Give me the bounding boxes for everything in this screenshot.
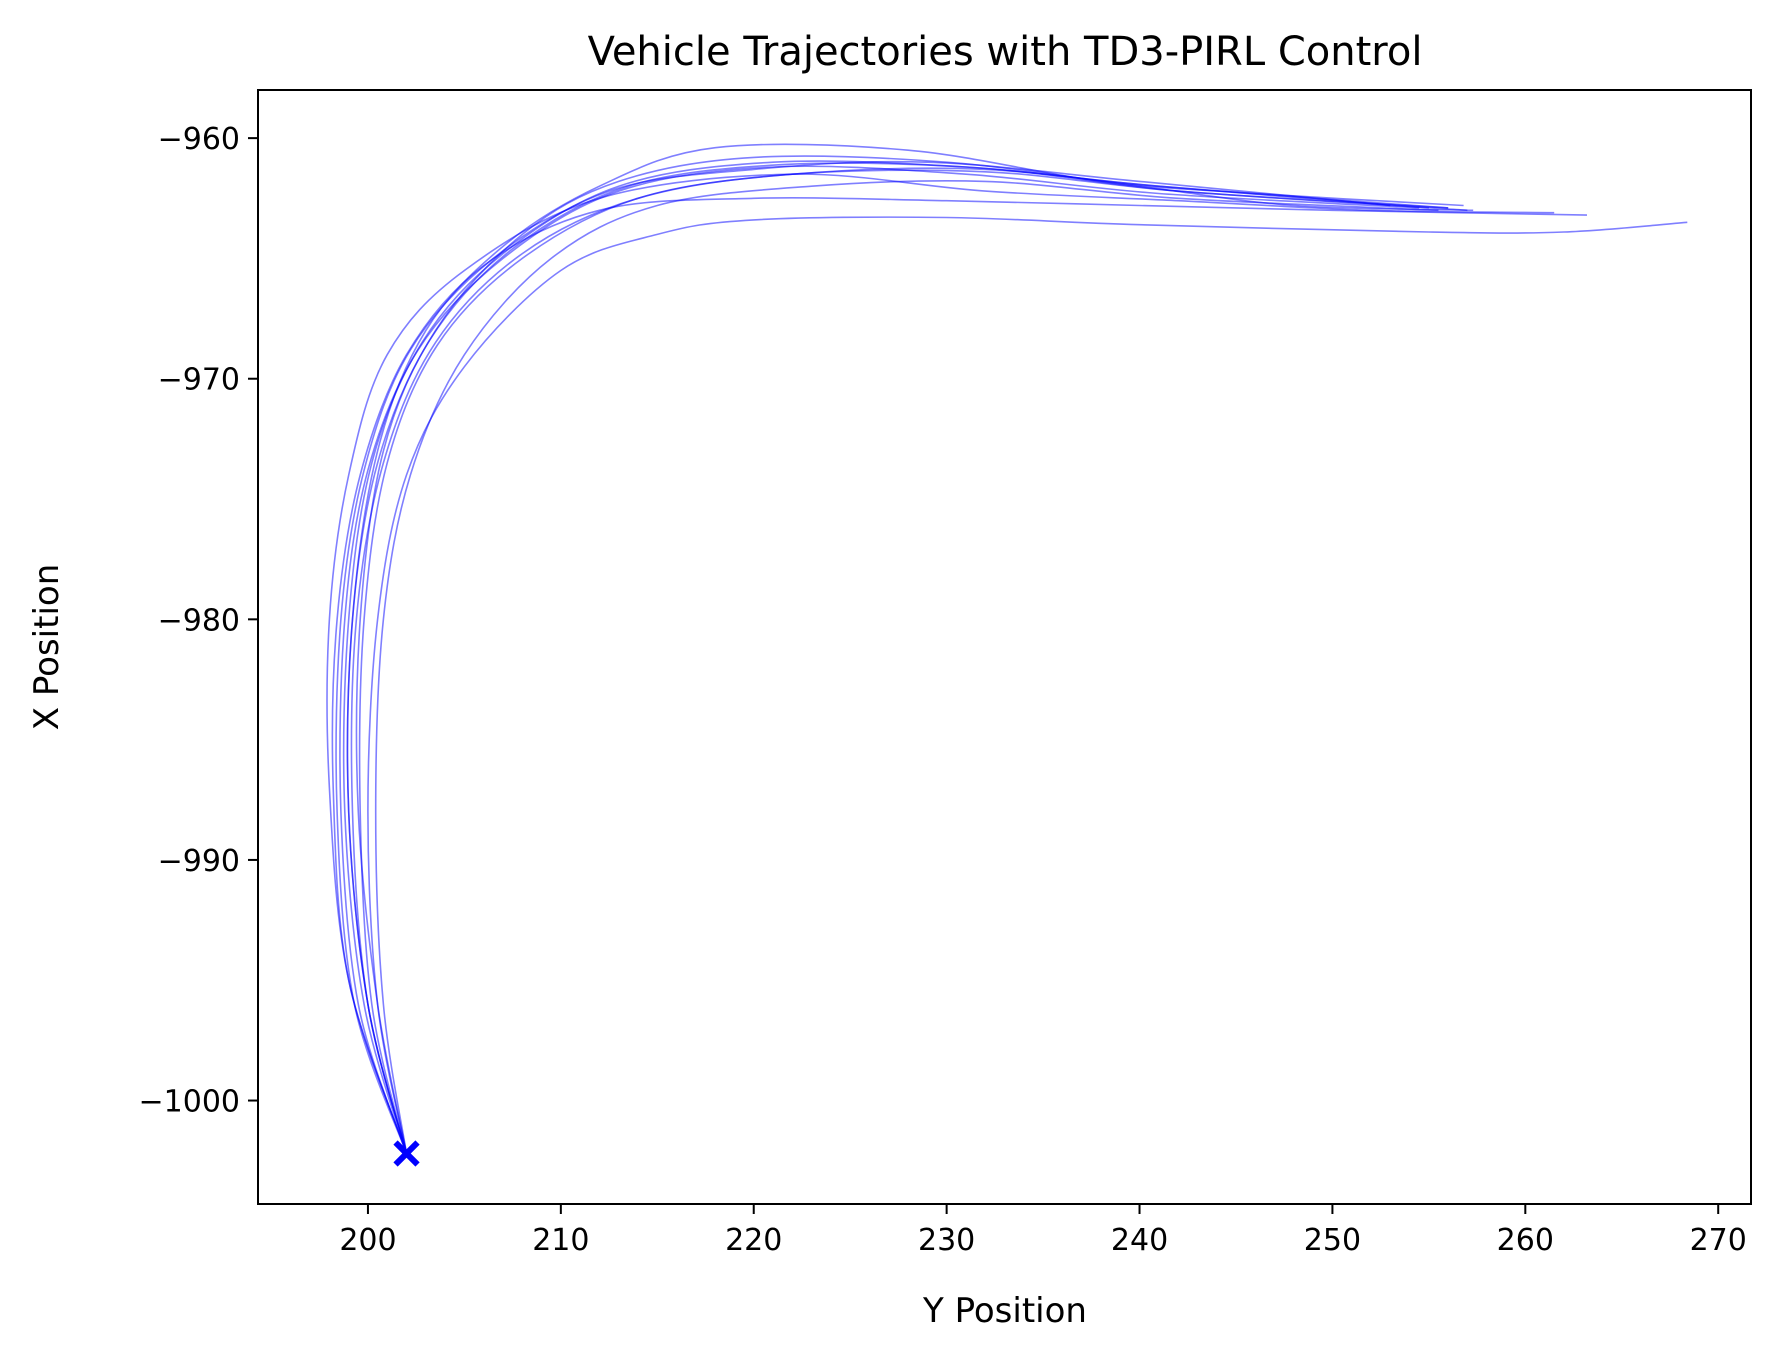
x-tick-label: 260 [1497, 1223, 1554, 1258]
y-tick-label: −1000 [139, 1085, 240, 1120]
chart-title: Vehicle Trajectories with TD3-PIRL Contr… [588, 29, 1423, 75]
x-tick-label: 240 [1111, 1223, 1168, 1258]
x-tick-label: 270 [1690, 1223, 1747, 1258]
x-tick-label: 230 [918, 1223, 975, 1258]
y-tick-label: −970 [158, 363, 240, 398]
trajectory-line-3 [326, 173, 1555, 1154]
y-axis-label: X Position [27, 564, 67, 730]
trajectory-line-5 [367, 216, 1688, 1154]
x-axis-ticks: 200 210 220 230 240 250 260 270 [339, 1204, 1747, 1258]
plot-area [326, 143, 1688, 1167]
marker-layer [393, 1140, 420, 1167]
trajectory-line-12 [346, 162, 1449, 1154]
x-tick-label: 250 [1304, 1223, 1361, 1258]
series-layer [326, 143, 1688, 1154]
trajectory-line-10 [374, 179, 1439, 1154]
y-tick-label: −990 [158, 844, 240, 879]
trajectory-line-6 [350, 169, 1468, 1154]
plot-frame [257, 89, 1752, 1205]
x-tick-label: 210 [532, 1223, 589, 1258]
y-axis-ticks: −960 −970 −980 −990 −1000 [139, 122, 258, 1120]
x-tick-label: 200 [339, 1223, 396, 1258]
trajectory-line-11 [335, 160, 1391, 1154]
y-tick-label: −960 [158, 122, 240, 157]
trajectory-line-2 [355, 155, 1474, 1154]
start-marker [393, 1140, 420, 1167]
trajectory-line-4 [331, 197, 1588, 1154]
x-axis-label: Y Position [922, 1291, 1087, 1331]
y-tick-label: −980 [158, 603, 240, 638]
x-tick-label: 220 [725, 1223, 782, 1258]
